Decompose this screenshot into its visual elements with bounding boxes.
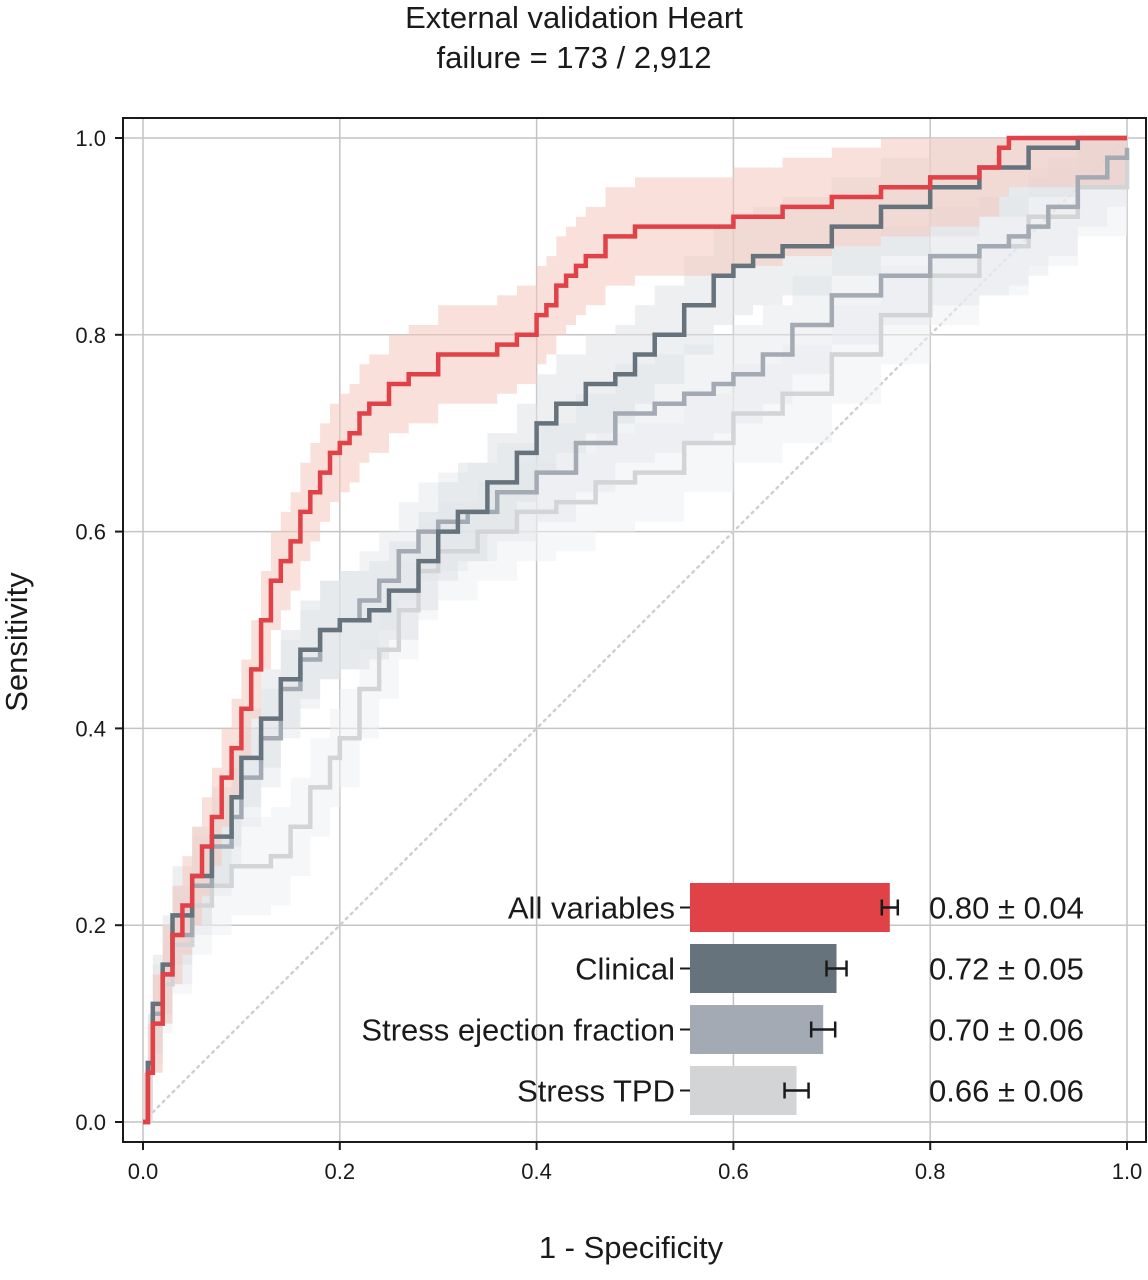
auc-value-label: 0.72 ± 0.05	[929, 952, 1084, 987]
auc-bar	[690, 883, 890, 932]
legend-label: Stress ejection fraction	[361, 1013, 675, 1048]
x-tick-label: 0.4	[521, 1159, 552, 1184]
roc-curve-all-variables	[143, 135, 1127, 1125]
x-tick-label: 0.6	[718, 1159, 749, 1184]
x-tick-label: 0.2	[325, 1159, 356, 1184]
y-tick-label: 0.2	[75, 913, 106, 938]
auc-bar	[690, 944, 837, 993]
y-tick-label: 0.8	[75, 323, 106, 348]
auc-value-label: 0.66 ± 0.06	[929, 1074, 1084, 1109]
auc-bar	[690, 1066, 797, 1115]
x-axis-label: 1 - Specificity	[538, 1230, 724, 1265]
auc-legend: All variables 0.80 ± 0.04 Clinical 0.72 ± 0…	[361, 883, 1084, 1115]
chance-diagonal-line	[141, 136, 1129, 1124]
roc-curve-stress-ejection-fraction	[143, 147, 1130, 1125]
confidence-band-stress-tpd	[143, 138, 1127, 1122]
y-tick-label: 0.0	[75, 1110, 106, 1135]
legend-label: All variables	[508, 891, 675, 926]
legend-label: Clinical	[575, 952, 675, 987]
legend-label: Stress TPD	[517, 1074, 675, 1109]
auc-value-label: 0.70 ± 0.06	[929, 1013, 1084, 1048]
x-tick-label: 1.0	[1112, 1159, 1143, 1184]
x-tick-label: 0.8	[915, 1159, 946, 1184]
chart-title-line-2: failure = 173 / 2,912	[436, 40, 712, 75]
roc-curve-clinical	[143, 135, 1127, 1125]
y-tick-label: 0.6	[75, 520, 106, 545]
y-tick-label: 1.0	[75, 126, 106, 151]
auc-bar	[690, 1005, 824, 1054]
chart-title-line-1: External validation Heart	[405, 0, 743, 35]
y-tick-label: 0.4	[75, 716, 106, 741]
auc-value-label: 0.80 ± 0.04	[929, 891, 1084, 926]
plot-frame	[122, 117, 1147, 1143]
plot-area	[141, 135, 1130, 1125]
x-tick-label: 0.0	[128, 1159, 159, 1184]
